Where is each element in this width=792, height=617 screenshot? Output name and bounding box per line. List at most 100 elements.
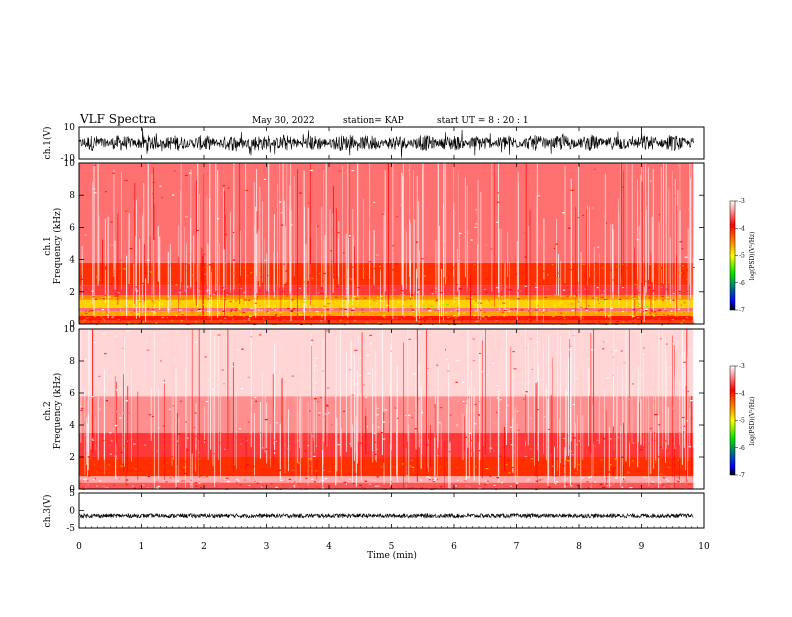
ch2-spectrogram-speckle bbox=[432, 480, 435, 482]
time-tick-label: 4 bbox=[326, 542, 332, 552]
ch2-spectrogram-speckle bbox=[204, 440, 207, 442]
ch2-spectrogram-speckle bbox=[363, 384, 365, 386]
ch1-spectrogram-speckle bbox=[220, 247, 223, 249]
ch2-spectrogram-speckle bbox=[309, 410, 311, 412]
ch2-spectrogram-speckle bbox=[373, 432, 376, 434]
ch1-spectrogram-speckle bbox=[413, 316, 417, 318]
ch1-spectrogram-speckle bbox=[577, 298, 581, 300]
ch1-spectrogram-speckle bbox=[161, 303, 164, 305]
ch1-spectrogram-speckle bbox=[306, 305, 308, 307]
ch2-spectrogram-speckle bbox=[621, 456, 624, 458]
ch1-spectrogram-speckle bbox=[430, 289, 433, 291]
ch2-spectrogram-speckle bbox=[275, 459, 277, 461]
ch2-spectrogram-speckle bbox=[86, 480, 89, 482]
ch1-spectrogram-speckle bbox=[93, 188, 96, 190]
ch1-spectrogram-speckle bbox=[274, 309, 277, 311]
ch2-spectrogram-speckle bbox=[176, 439, 178, 441]
ch1-spectrogram-speckle bbox=[679, 272, 682, 274]
ch2-spectrogram-speckle bbox=[439, 471, 443, 474]
ch2-spectrogram-speckle bbox=[649, 427, 653, 430]
ch1-spectrogram-speckle bbox=[495, 287, 498, 289]
ch2-spectrogram-speckle bbox=[312, 455, 316, 457]
ch2-spectrogram-speckle bbox=[419, 479, 423, 481]
ch1-spectrogram-speckle bbox=[143, 316, 145, 318]
ch2-spectrogram-speckle bbox=[431, 479, 434, 481]
ch1-spectrogram-speckle bbox=[96, 276, 99, 278]
ch3-waveform-frame bbox=[78, 492, 705, 529]
ch2-spectrogram-speckle bbox=[215, 473, 217, 475]
ch1-spectrogram-speckle bbox=[248, 289, 252, 291]
ch1-spectrogram-speckle bbox=[267, 274, 269, 277]
ch2-spectrogram-speckle bbox=[466, 476, 469, 478]
ch2-spectrogram-speckle bbox=[150, 463, 153, 465]
ch1-spectrogram-speckle bbox=[346, 287, 349, 290]
ch2-spectrogram-speckle bbox=[166, 368, 170, 370]
ch2-spectrogram-speckle bbox=[426, 476, 430, 478]
ch2-spectrogram-speckle bbox=[120, 451, 123, 453]
ch1-spectrogram-speckle bbox=[84, 312, 88, 315]
ch2-spectrogram-speckle bbox=[116, 452, 118, 454]
ch1-spectrogram-speckle bbox=[281, 290, 284, 293]
ch1-spectrogram-speckle bbox=[309, 313, 312, 315]
ch1-spectrogram-speckle bbox=[217, 312, 221, 314]
ch1-spectrogram-speckle bbox=[449, 315, 453, 317]
ch2-spectrogram-speckle bbox=[429, 477, 431, 479]
ch2-spectrogram-speckle bbox=[620, 350, 623, 352]
ch2-spectrogram-speckle bbox=[682, 367, 685, 369]
ch1-spectrogram-speckle bbox=[323, 307, 326, 309]
ch2-spectrogram-speckle bbox=[555, 481, 559, 483]
ch1-spectrogram-speckle bbox=[545, 285, 548, 287]
ch2-spectrogram-speckle bbox=[606, 377, 610, 379]
ch1-spectrogram-speckle bbox=[591, 321, 594, 323]
ch1-spectrogram-speckle bbox=[474, 296, 477, 298]
ch1-spectrogram-speckle bbox=[666, 288, 669, 290]
ch2-spectrogram-speckle bbox=[183, 467, 187, 469]
ch2-spectrogram-speckle bbox=[455, 381, 458, 383]
ch1-spectrogram-speckle bbox=[598, 302, 601, 305]
ch2-spectrogram-speckle bbox=[510, 426, 512, 428]
ch1-spectrogram-speckle bbox=[108, 296, 111, 298]
ch2-spectrogram-speckle bbox=[405, 414, 407, 417]
ch1-spectrogram-speckle bbox=[198, 310, 202, 312]
ch2-spectrogram-speckle bbox=[462, 400, 465, 403]
ch1-spectrogram-speckle bbox=[434, 287, 438, 289]
ch2-spectrogram-speckle bbox=[156, 487, 159, 489]
ch2-spectrogram-speckle bbox=[500, 448, 502, 450]
ch1-spectrogram-speckle bbox=[504, 285, 508, 288]
figure-title: VLF Spectra bbox=[79, 112, 156, 126]
ch2-spectrogram-speckle bbox=[493, 329, 496, 332]
ch1-spectrogram-speckle bbox=[321, 315, 323, 317]
ch1-spectrogram-speckle bbox=[597, 246, 600, 248]
ch1-spectrogram-speckle bbox=[134, 322, 137, 324]
ch2-spectrogram-speckle bbox=[632, 485, 634, 487]
ch1-spectrogram-speckle bbox=[338, 305, 341, 308]
ch1-spectrogram-speckle bbox=[686, 290, 689, 292]
ch2-spectrogram-speckle bbox=[562, 473, 565, 475]
ch2-spectrogram-speckle bbox=[683, 361, 686, 363]
ch2-spectrogram-speckle bbox=[513, 451, 515, 453]
ch2-spectrogram-speckle bbox=[125, 479, 129, 481]
ch2-spectrogram-speckle bbox=[96, 471, 99, 473]
ch1-spectrogram-speckle bbox=[601, 302, 605, 304]
ch1-spectrogram-speckle bbox=[456, 297, 459, 299]
ch1-spectrogram-speckle bbox=[339, 319, 342, 321]
ch1-spectrogram-speckle bbox=[196, 229, 199, 232]
ch2-spectrogram-speckle bbox=[318, 481, 321, 483]
ch1-spectrogram-speckle bbox=[687, 293, 690, 295]
ch1-spectrogram-speckle bbox=[352, 308, 355, 310]
ch1-spectrogram-speckle bbox=[500, 244, 502, 246]
ch1-spectrogram-speckle bbox=[682, 272, 685, 274]
ch1-spectrogram-speckle bbox=[120, 290, 124, 293]
ch1-spectrogram-speckle bbox=[547, 274, 549, 276]
ch1-spectrogram-speckle bbox=[395, 317, 398, 319]
ch2-spectrogram-speckle bbox=[609, 438, 612, 440]
ch1-colorbar-tick-label: -4 bbox=[739, 225, 745, 232]
ch2-spectrogram-speckle bbox=[117, 448, 120, 450]
ch1-spectrogram-speckle bbox=[672, 299, 675, 301]
ch2-spectrogram-speckle bbox=[505, 464, 508, 466]
ch1-spectrogram-speckle bbox=[315, 319, 317, 321]
ch1-spectrogram-speckle bbox=[534, 309, 538, 311]
ch1-spectrogram-speckle bbox=[100, 269, 102, 271]
ch1-spectrogram-speckle bbox=[692, 322, 695, 324]
